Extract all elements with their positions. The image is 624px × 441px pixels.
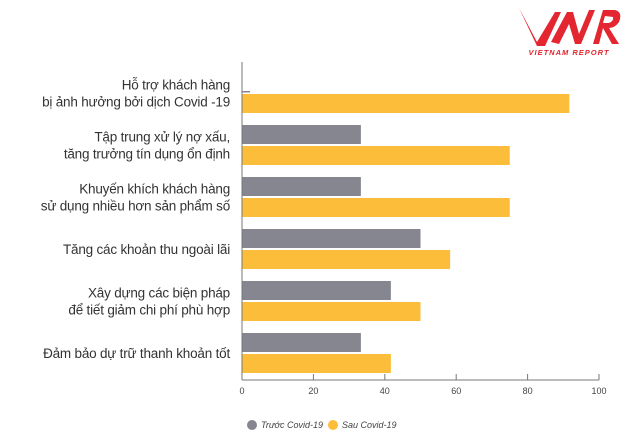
legend-label: Trước Covid-19 <box>261 420 323 430</box>
category-label: Tập trung xử lý nợ xấu, <box>94 130 230 145</box>
bar-after-covid <box>242 198 510 217</box>
category-label: tăng trưởng tín dụng ổn định <box>64 147 230 162</box>
bar-before-covid <box>242 281 391 300</box>
category-label: Xây dựng các biện pháp <box>88 286 230 301</box>
x-tick-label: 0 <box>239 386 244 396</box>
x-tick-label: 80 <box>523 386 533 396</box>
x-tick-label: 60 <box>451 386 461 396</box>
category-label: sử dụng nhiều hơn sản phẩm số <box>41 199 231 214</box>
x-tick-label: 100 <box>591 386 606 396</box>
svg-text:VIETNAM REPORT: VIETNAM REPORT <box>529 48 610 57</box>
bar-after-covid <box>242 250 451 269</box>
x-tick-label: 40 <box>380 386 390 396</box>
bar-before-covid <box>242 229 421 248</box>
bar-after-covid <box>242 94 570 113</box>
category-label: Hỗ trợ khách hàng <box>122 78 230 93</box>
vietnam-report-logo: VIETNAM REPORT <box>519 8 621 57</box>
x-tick-label: 20 <box>308 386 318 396</box>
bar-before-covid <box>242 125 361 144</box>
category-label: Khuyến khích khách hàng <box>79 182 230 197</box>
category-label: Đảm bảo dự trữ thanh khoản tốt <box>43 346 230 361</box>
bar-after-covid <box>242 354 391 373</box>
bar-after-covid <box>242 302 421 321</box>
bar-before-covid <box>242 91 250 93</box>
legend-label: Sau Covid-19 <box>342 420 397 430</box>
category-label: Tăng các khoản thu ngoài lãi <box>63 242 230 257</box>
legend-marker <box>328 420 338 430</box>
category-label: để tiết giảm chi phí phù hợp <box>68 303 230 318</box>
bar-after-covid <box>242 146 510 165</box>
legend-marker <box>247 420 257 430</box>
category-label: bị ảnh hưởng bởi dịch Covid -19 <box>42 95 230 110</box>
bar-before-covid <box>242 177 361 196</box>
bar-before-covid <box>242 333 361 352</box>
